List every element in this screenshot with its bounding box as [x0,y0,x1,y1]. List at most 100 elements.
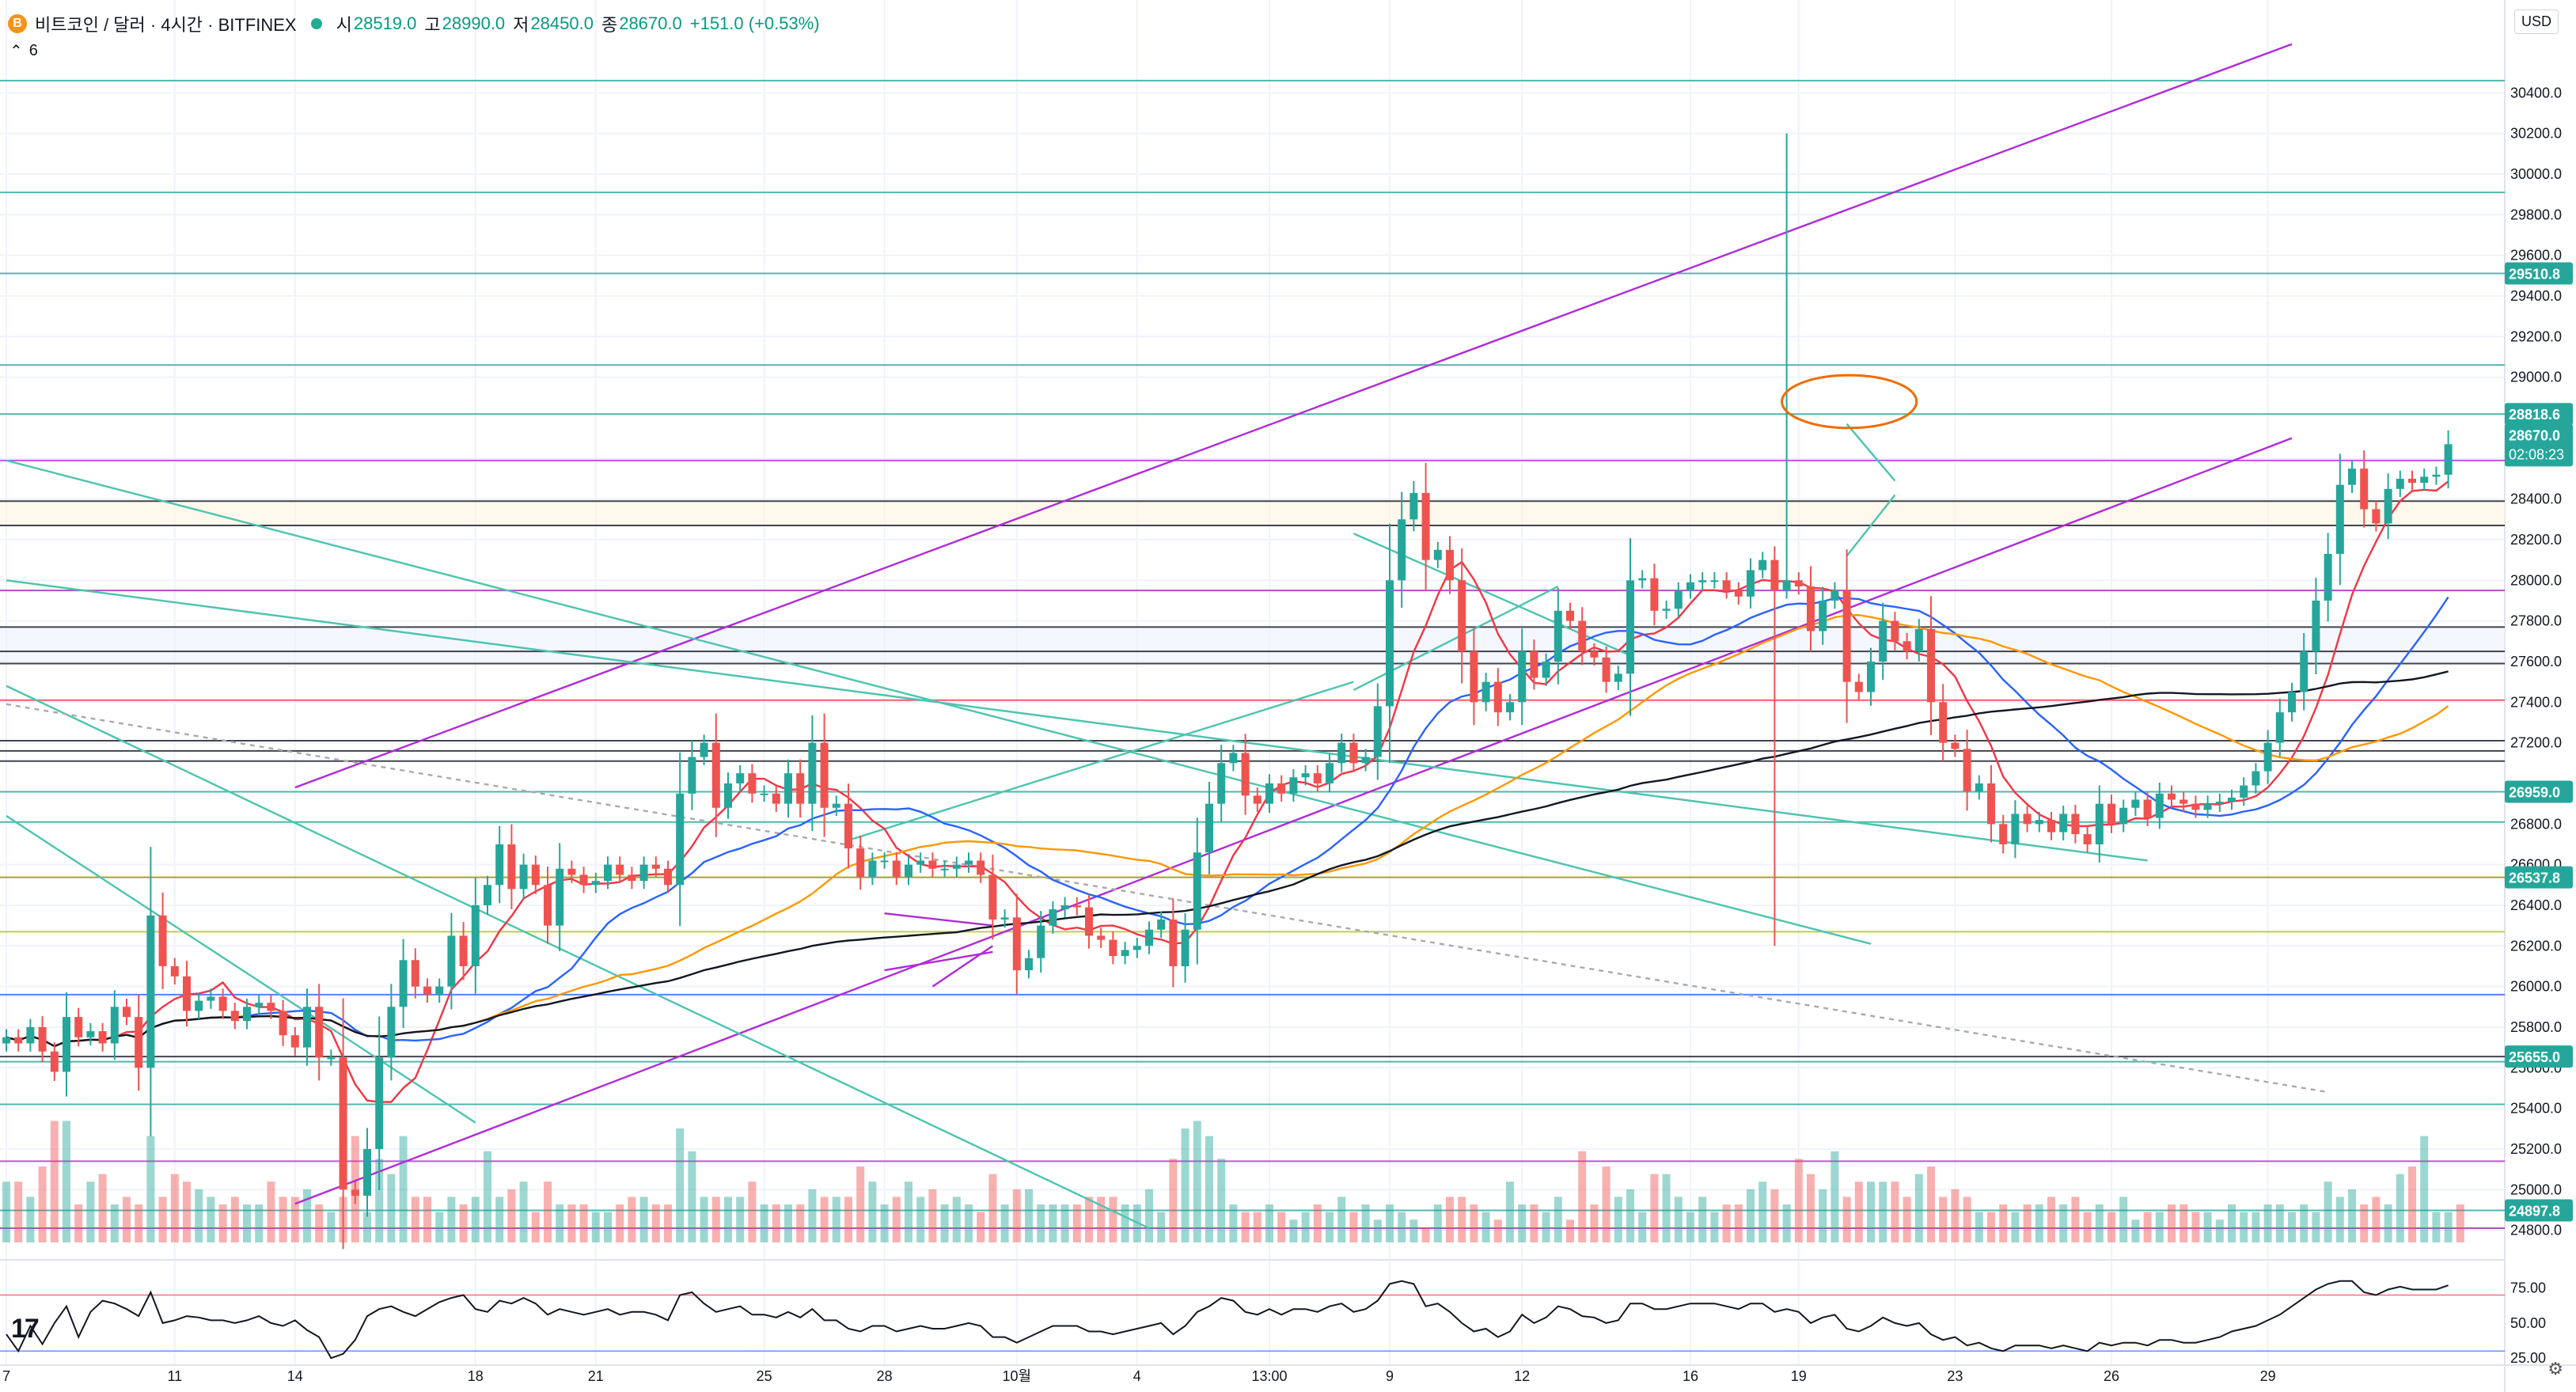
candle-body [1530,651,1538,678]
candle-body [1879,620,1887,662]
volume-bar [1590,1204,1599,1242]
candle-body [784,773,792,804]
volume-bar [2263,1204,2272,1242]
candle-body [2047,820,2055,833]
volume-bar [1842,1197,1851,1242]
candle-body [1854,681,1863,692]
trend-line [931,945,994,988]
volume-bar [1085,1197,1093,1242]
volume-bar [2240,1212,2248,1242]
volume-bar [123,1197,131,1242]
candle-body [2,1037,10,1044]
volume-bar [1819,1189,1827,1242]
volume-bar [2,1181,10,1242]
volume-bar [218,1204,227,1242]
volume-bar [1025,1189,1033,1242]
currency-button[interactable]: USD [2513,9,2559,34]
volume-bar [1458,1197,1466,1242]
candle-body [1493,681,1502,713]
candle-body [2119,807,2128,825]
volume-bar [676,1128,685,1242]
volume-bar [484,1151,491,1242]
candle-body [484,885,491,905]
volume-bar [1951,1189,1960,1242]
volume-bar [531,1212,540,1242]
candle-body [123,1007,131,1018]
candle-body [628,874,636,882]
candle-body [38,1026,47,1052]
candle-body [290,1035,299,1048]
candle-body [651,864,660,869]
price-label-text: 24897.8 [2509,1203,2560,1219]
volume-bar [2191,1212,2200,1242]
volume-bar [1914,1174,1923,1242]
candle-body [1891,620,1899,642]
volume-bar [808,1189,817,1242]
candle-body [1674,590,1683,609]
symbol-title[interactable]: 비트코인 / 달러 · 4시간 · BITFINEX [35,15,297,35]
volume-bar [2300,1204,2309,1242]
volume-bar [760,1204,768,1242]
volume-bar [2335,1197,2344,1242]
volume-bar [1398,1212,1406,1242]
tradingview-logo[interactable]: 17 [11,1314,40,1344]
candle-body [86,1031,95,1037]
highlight-circle [1781,374,1918,430]
volume-bar [2071,1197,2080,1242]
candle-body [988,874,997,920]
volume-bar [1626,1189,1634,1242]
volume-bar [2444,1212,2453,1242]
candle-body [1241,753,1250,796]
candle-body [1072,905,1081,908]
volume-bar [2143,1212,2152,1242]
volume-bar [1674,1197,1683,1242]
volume-bar [1831,1151,1839,1242]
candle-body [195,1000,203,1011]
volume-bar [98,1174,107,1242]
indicator-toggle[interactable]: ⌃ 6 [9,41,38,61]
chevron-up-icon[interactable]: ⌃ [9,43,23,60]
candle-body [1747,570,1755,597]
volume-bar [2168,1204,2176,1242]
moving-average-line [6,480,2449,1103]
price-tick-label: 26800.0 [2510,816,2562,832]
volume-bar [1879,1181,1887,1242]
rsi-tick-label: 75.00 [2510,1280,2546,1296]
candle-body [1542,661,1550,678]
time-tick-label: 18 [468,1368,484,1384]
candle-body [856,848,865,878]
candle-body [1049,909,1057,926]
volume-bar [1747,1189,1755,1242]
candle-body [1963,749,1971,792]
candle-body [531,864,540,886]
candle-body [905,864,912,878]
candle-body [411,960,419,987]
candle-body [2215,802,2224,804]
volume-bar [146,1136,155,1242]
candle-body [375,1057,384,1149]
volume-bar [447,1197,456,1242]
volume-bar [796,1204,805,1242]
volume-bar [1867,1181,1875,1242]
time-tick-label: 19 [1791,1368,1807,1384]
volume-bar [784,1204,792,1242]
volume-bar [1313,1204,1322,1242]
candle-body [1097,935,1106,940]
volume-bar [387,1174,396,1242]
price-tick-label: 28400.0 [2510,491,2562,507]
volume-bar [1193,1121,1201,1242]
candle-body [207,996,215,1001]
volume-bar [1253,1212,1261,1242]
candle-body [820,742,829,808]
time-tick-label: 25 [757,1368,772,1384]
low-value: 28450.0 [530,13,594,33]
candle-body [2348,468,2356,485]
gear-icon[interactable]: ⚙ [2548,1359,2563,1379]
candle-body [303,1007,311,1048]
price-label-text: 29510.8 [2509,267,2560,283]
trend-line [848,681,1354,841]
volume-bar [1169,1159,1178,1242]
price-tick-label: 29600.0 [2510,248,2562,264]
candle-body [2095,803,2104,844]
